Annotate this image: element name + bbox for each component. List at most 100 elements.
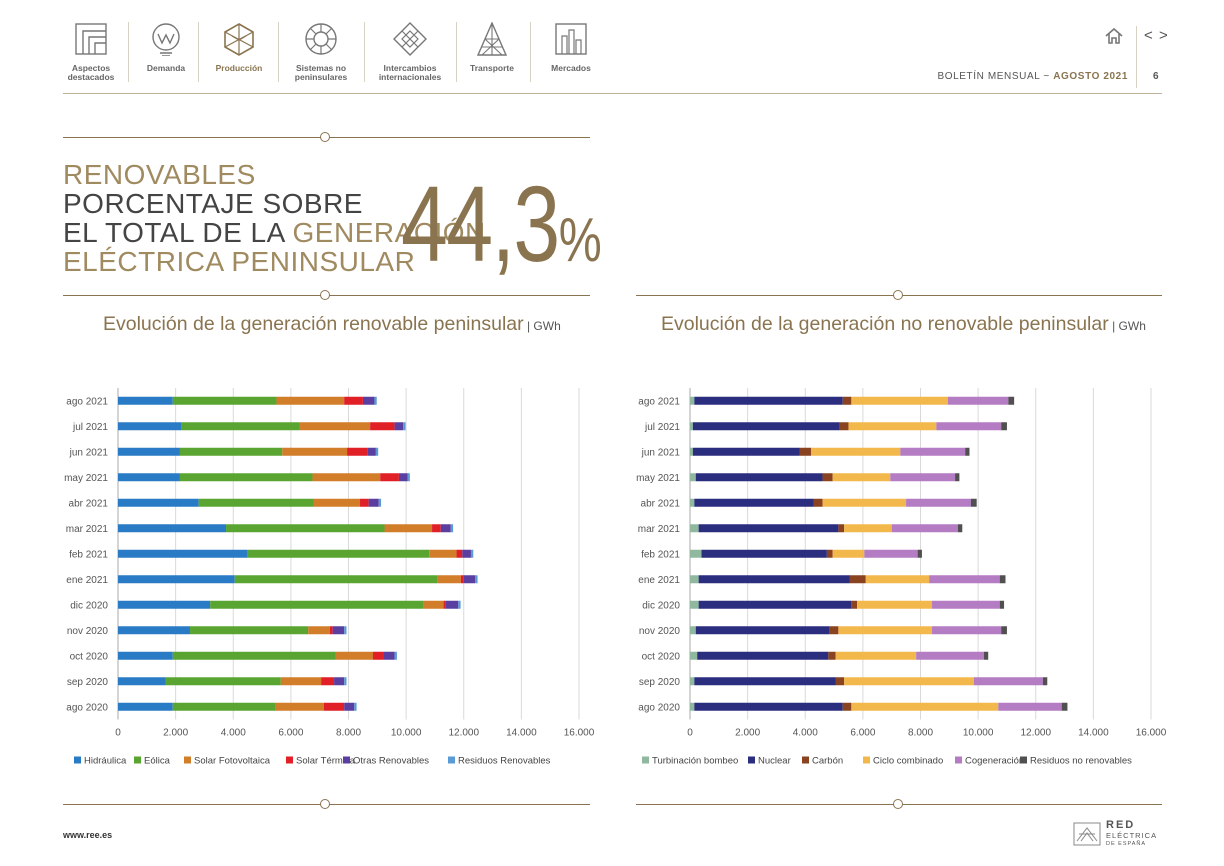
next-page-button[interactable]: > [1159, 27, 1168, 44]
bar-segment [973, 677, 1043, 686]
footer-url[interactable]: www.ree.es [63, 830, 113, 840]
islands-wheel-icon [305, 23, 337, 55]
y-category-label: mar 2021 [66, 524, 109, 535]
nav-label: Aspectos [71, 63, 111, 73]
nav-sistemas-no-peninsulares[interactable]: Sistemas no peninsulares [288, 22, 354, 82]
nav-transporte[interactable]: Transporte [464, 21, 520, 73]
bar-segment [1061, 702, 1068, 711]
y-category-label: ago 2020 [638, 702, 680, 713]
chart-unit: GWh [1118, 319, 1146, 333]
renewable-chart: 0 2.000 4.000 6.000 8.000 10.000 12.000 14.000 1… [64, 388, 595, 767]
legend-label: Eólica [144, 756, 171, 767]
nav-mercados[interactable]: Mercados [543, 22, 599, 73]
bar-segment [690, 498, 695, 507]
bar-segment [367, 447, 376, 456]
bar-segment [848, 422, 937, 431]
y-category-label: sep 2020 [639, 677, 681, 688]
divider-knob [320, 132, 330, 142]
divider-knob [893, 290, 903, 300]
bar-segment [344, 626, 347, 635]
headline-line4: ELÉCTRICA PENINSULAR [63, 246, 416, 277]
bar-segment [891, 524, 958, 533]
bar-segment [334, 677, 345, 686]
legend-label: Residuos Renovables [458, 756, 551, 767]
ree-logo-electrica: ELÉCTRICA [1106, 831, 1158, 840]
bar-segment [936, 422, 1002, 431]
legend-label: Nuclear [758, 756, 791, 767]
document-icon [75, 23, 107, 55]
nav-label: peninsulares [294, 72, 348, 82]
bar-segment [694, 498, 814, 507]
bar-segment [329, 626, 333, 635]
bar-segment [838, 626, 933, 635]
bar-segment [118, 702, 173, 711]
y-category-label: dic 2020 [70, 600, 108, 611]
bar-segment [835, 677, 845, 686]
bar-segment [344, 396, 363, 405]
y-category-label: nov 2020 [67, 626, 109, 637]
bar-segment [1001, 422, 1007, 431]
bar-segment [445, 600, 459, 609]
nav-label: Producción [215, 63, 263, 73]
chart-unit: GWh [533, 319, 561, 333]
bar-segment [179, 473, 313, 482]
x-tick-label: 6.000 [850, 728, 875, 739]
bar-segment [375, 447, 379, 456]
bar-segment [932, 626, 1002, 635]
bar-segment [916, 651, 984, 660]
nav-intercambios-internacionales[interactable]: Intercambios internacionales [374, 22, 446, 82]
bar-segment [999, 575, 1006, 584]
bar-segment [829, 626, 839, 635]
bar-segment [842, 702, 852, 711]
bar-segment [690, 422, 693, 431]
nav-produccion[interactable]: Producción [210, 22, 268, 73]
nav-aspectos-destacados[interactable]: Aspectos destacados [63, 22, 119, 82]
bar-segment [368, 498, 379, 507]
bar-segment [865, 575, 930, 584]
x-tick-label: 2.000 [735, 728, 760, 739]
bar-segment [690, 473, 696, 482]
legend-swatch [802, 756, 809, 764]
bar-segment [695, 473, 823, 482]
bar-segment [470, 549, 474, 558]
bar-segment [344, 677, 347, 686]
nav-label: destacados [67, 72, 115, 82]
bar-segment [118, 524, 227, 533]
bar-segment [690, 396, 695, 405]
bar-segment [695, 626, 830, 635]
header-rule [63, 93, 1162, 94]
bar-segment [460, 575, 464, 584]
prev-page-button[interactable]: < [1144, 27, 1153, 44]
bar-segment [851, 702, 999, 711]
legend-swatch [184, 756, 191, 764]
y-category-label: mar 2021 [638, 524, 681, 535]
home-icon[interactable] [1104, 26, 1124, 46]
bar-segment [210, 600, 424, 609]
x-tick-label: 12.000 [1020, 728, 1051, 739]
bar-segment [822, 498, 907, 507]
ree-logo-text: RED ELÉCTRICA DE ESPAÑA [1106, 820, 1157, 849]
bar-segment [690, 575, 699, 584]
nav-demanda[interactable]: Demanda [138, 22, 194, 73]
bar-segment [282, 447, 348, 456]
divider-knob [320, 799, 330, 809]
bar-segment [118, 396, 173, 405]
bar-segment [690, 600, 699, 609]
divider-knob [893, 799, 903, 809]
bar-segment [697, 651, 829, 660]
bar-segment [374, 396, 377, 405]
demand-bulb-icon [152, 23, 180, 57]
bar-segment [462, 549, 471, 558]
bar-segment [226, 524, 385, 533]
bar-segment [398, 473, 408, 482]
ree-logo: RED ELÉCTRICA DE ESPAÑA [1073, 820, 1163, 850]
bar-segment [432, 524, 441, 533]
nonrenewable-chart: 0 2.000 4.000 6.000 8.000 10.000 12.000 14.000 1… [636, 388, 1167, 767]
bar-segment [698, 600, 852, 609]
y-category-label: jun 2021 [641, 447, 681, 458]
production-cube-icon [224, 23, 254, 56]
y-category-label: jul 2021 [644, 422, 680, 433]
bar-segment [864, 549, 918, 558]
y-category-label: oct 2020 [642, 651, 681, 662]
bar-segment [957, 524, 963, 533]
